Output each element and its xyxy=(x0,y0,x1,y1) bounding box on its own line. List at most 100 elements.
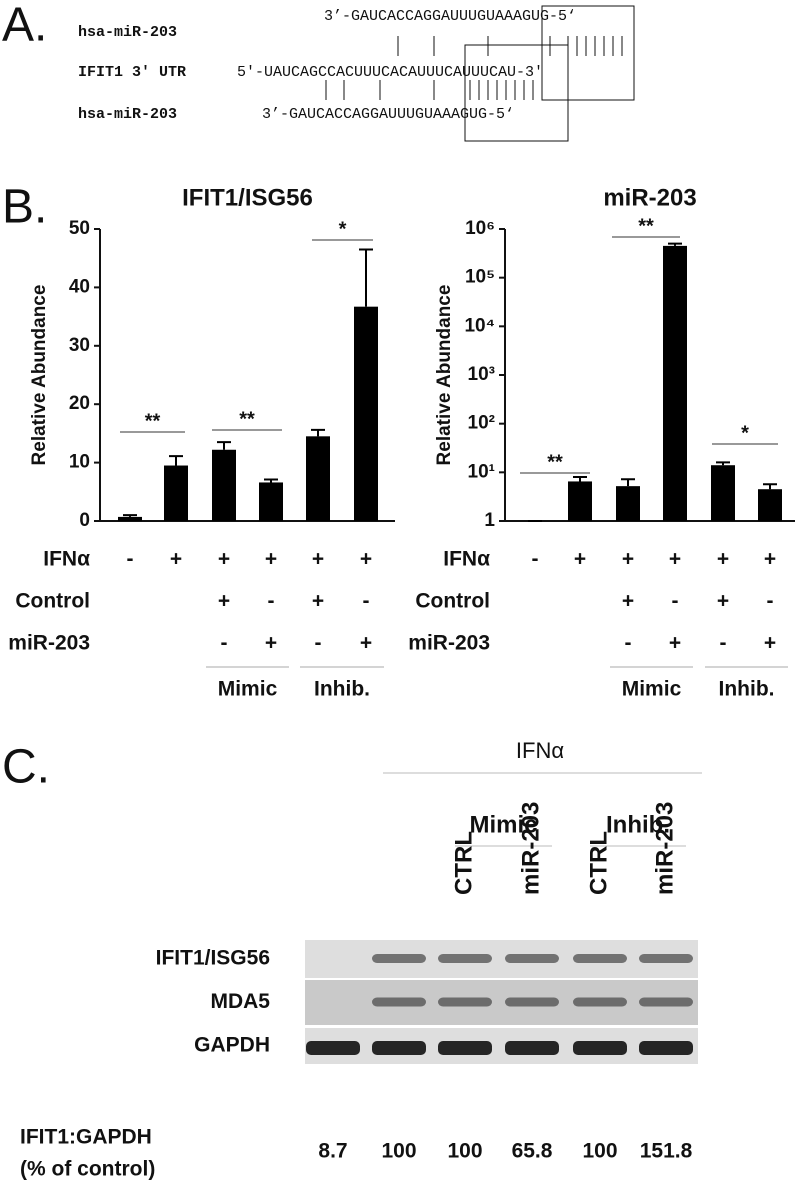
band xyxy=(505,997,559,1007)
error-bar xyxy=(311,428,325,437)
condition-mark: + xyxy=(764,548,776,571)
band xyxy=(505,1041,559,1055)
y-tick-label: 10² xyxy=(468,413,495,434)
bar xyxy=(663,245,687,521)
condition-mark: + xyxy=(312,548,324,571)
error-bar xyxy=(716,461,730,466)
panel-letter: A. xyxy=(2,0,47,52)
y-tick-label: 10³ xyxy=(468,364,495,385)
condition-mark: + xyxy=(622,590,634,613)
condition-mark: + xyxy=(622,548,634,571)
error-bar xyxy=(217,441,231,450)
condition-mark: + xyxy=(717,548,729,571)
condition-mark: + xyxy=(265,548,277,571)
band xyxy=(639,997,693,1007)
band xyxy=(438,1041,492,1055)
significance: * xyxy=(741,422,749,444)
band xyxy=(573,954,627,963)
group-label: Mimic xyxy=(218,678,278,701)
blot-label: GAPDH xyxy=(194,1034,270,1057)
band xyxy=(372,1041,426,1055)
blot-label: IFIT1/ISG56 xyxy=(156,947,270,970)
condition-mark: - xyxy=(672,590,679,613)
error-bar xyxy=(763,483,777,490)
condition-mark: - xyxy=(532,548,539,571)
quant-label: (% of control) xyxy=(20,1158,155,1181)
quant-value: 100 xyxy=(582,1140,617,1163)
group-label: Inhib. xyxy=(314,678,370,701)
blot-label: MDA5 xyxy=(210,990,270,1013)
chart-title: miR-203 xyxy=(603,184,696,211)
significance: ** xyxy=(239,408,255,430)
condition-mark: - xyxy=(221,632,228,655)
condition-mark: + xyxy=(265,632,277,655)
pairing xyxy=(325,5,635,142)
error-bar xyxy=(621,478,635,487)
quant-label: IFIT1:GAPDH xyxy=(20,1126,152,1149)
lane-label: CTRL xyxy=(585,831,612,895)
condition-label: IFNα xyxy=(43,548,90,571)
significance: ** xyxy=(547,451,563,473)
quant-value: 151.8 xyxy=(640,1140,693,1163)
blot xyxy=(305,940,698,978)
band xyxy=(639,1041,693,1055)
condition-mark: - xyxy=(268,590,275,613)
sequence: 3’-GAUCACCAGGAUUUGUAAAGUG-5‘ xyxy=(324,8,576,25)
quant-value: 8.7 xyxy=(318,1140,347,1163)
condition-label: miR-203 xyxy=(8,632,90,655)
condition-mark: + xyxy=(669,632,681,655)
band xyxy=(372,954,426,963)
condition-label: Control xyxy=(415,590,490,613)
seq-label: IFIT1 3' UTR xyxy=(78,64,186,81)
error-bar xyxy=(359,248,373,307)
bar xyxy=(306,436,330,521)
bar xyxy=(616,486,640,521)
condition-mark: - xyxy=(625,632,632,655)
treatment-label: IFNα xyxy=(516,738,564,763)
band xyxy=(306,1041,360,1055)
error-bar xyxy=(668,242,682,246)
condition-mark: + xyxy=(360,632,372,655)
condition-label: Control xyxy=(15,590,90,613)
significance: * xyxy=(339,218,347,240)
condition-mark: - xyxy=(127,548,134,571)
significance: ** xyxy=(145,410,161,432)
bar xyxy=(568,481,592,521)
y-tick-label: 30 xyxy=(69,335,90,356)
y-tick-label: 1 xyxy=(484,510,495,531)
condition-mark: - xyxy=(720,632,727,655)
band xyxy=(573,997,627,1007)
condition-mark: + xyxy=(717,590,729,613)
quant-value: 100 xyxy=(381,1140,416,1163)
condition-mark: + xyxy=(218,590,230,613)
y-tick-label: 20 xyxy=(69,393,90,414)
bar xyxy=(118,516,142,521)
error-bar xyxy=(123,514,137,517)
error-bar xyxy=(264,478,278,483)
group-label: Mimic xyxy=(469,811,537,838)
group-label: Inhib. xyxy=(606,811,670,838)
condition-mark: + xyxy=(574,548,586,571)
band xyxy=(438,954,492,963)
band xyxy=(438,997,492,1007)
bar xyxy=(758,489,782,521)
error-bar xyxy=(573,476,587,482)
seq-label: hsa-miR-203 xyxy=(78,106,177,123)
condition-mark: - xyxy=(363,590,370,613)
seq-label: hsa-miR-203 xyxy=(78,24,177,41)
y-tick-label: 0 xyxy=(79,510,90,531)
y-axis-label: Relative Abundance xyxy=(29,285,50,466)
y-tick-label: 50 xyxy=(69,218,90,239)
band xyxy=(505,954,559,963)
condition-mark: + xyxy=(360,548,372,571)
y-tick-label: 40 xyxy=(69,276,90,297)
panel-letter: C. xyxy=(2,741,50,794)
bar xyxy=(354,306,378,521)
bar xyxy=(164,465,188,521)
panel-letter: B. xyxy=(2,181,47,234)
condition-mark: - xyxy=(767,590,774,613)
band xyxy=(639,954,693,963)
y-tick-label: 10⁴ xyxy=(464,315,495,336)
lane-label: CTRL xyxy=(450,831,477,895)
